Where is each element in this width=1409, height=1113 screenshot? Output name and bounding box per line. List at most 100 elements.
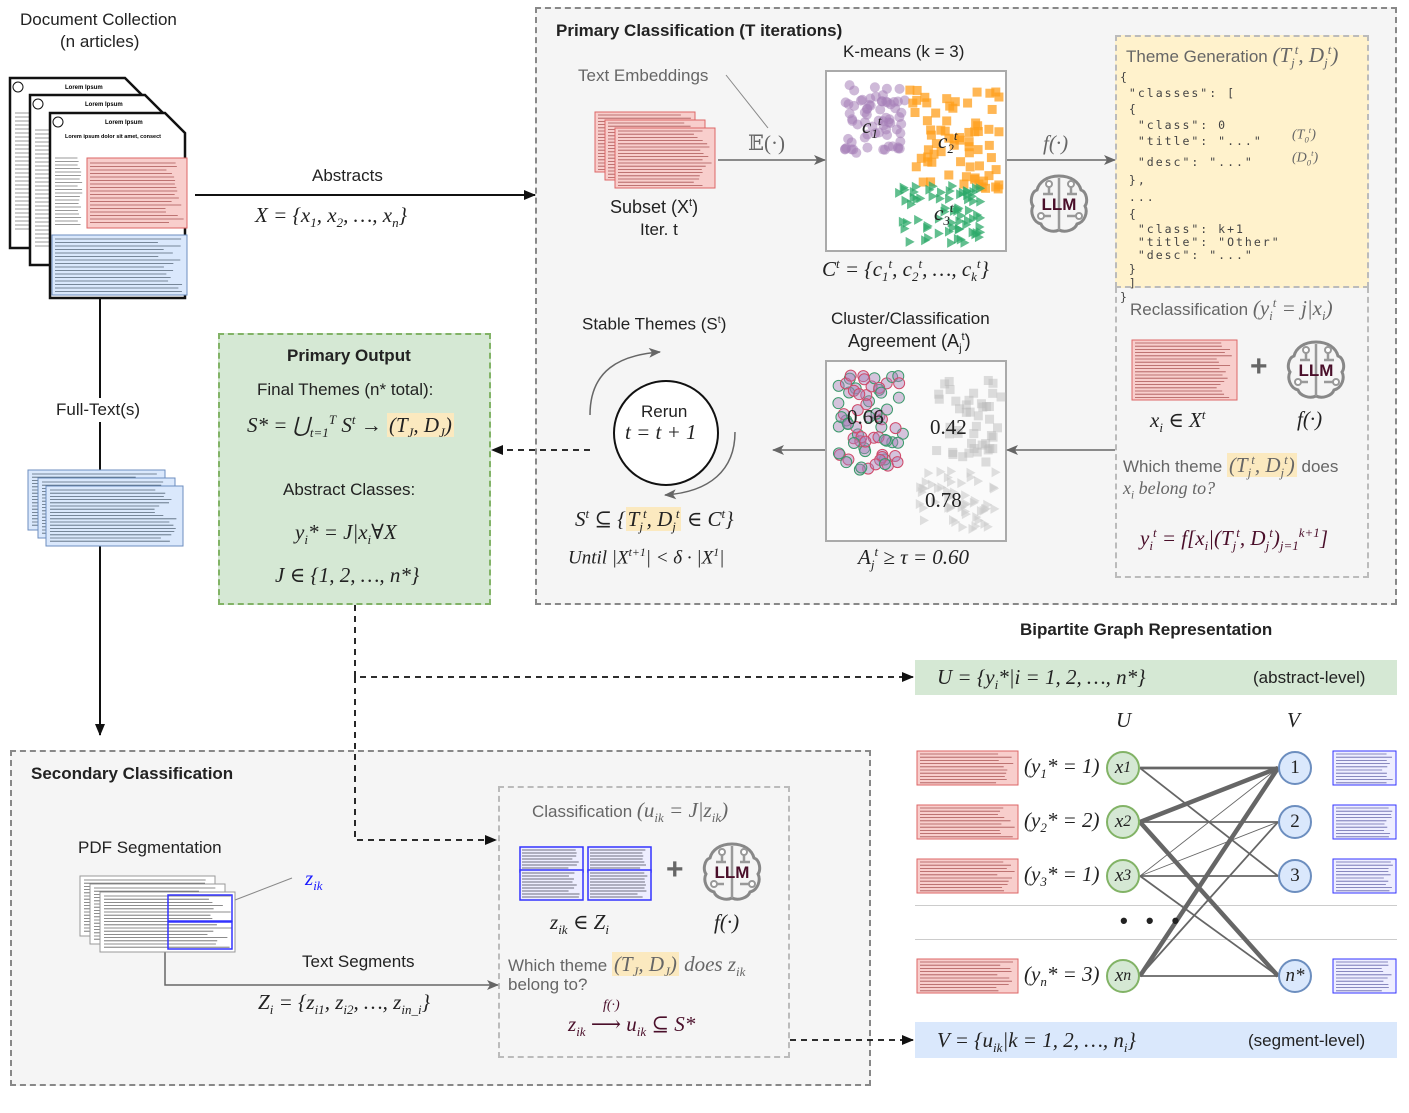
bipartite-edge — [1139, 767, 1279, 877]
agreement-cluster-2-point — [978, 402, 988, 412]
json-line: { — [1120, 70, 1129, 84]
logo-icon — [12, 81, 24, 93]
u-header: U — [1116, 708, 1132, 732]
text-segment — [587, 869, 652, 901]
reclass-abstract — [1131, 339, 1238, 401]
rerun-arrow-top — [589, 347, 661, 416]
collection-title: Document Collection — [20, 10, 177, 29]
cluster-2-point — [956, 157, 966, 167]
segment-box — [167, 894, 233, 922]
plus-sign: + — [666, 853, 684, 886]
agreement-cluster-1-point — [858, 373, 871, 386]
cluster-2-point — [912, 95, 922, 105]
json-line: ... — [1120, 190, 1156, 204]
cluster-2-point — [942, 116, 952, 126]
page-outline — [614, 127, 716, 189]
agreement-cluster-1-point — [872, 431, 885, 444]
cluster-label-2: c2t — [938, 128, 958, 157]
agreement-cluster-1-point — [851, 404, 864, 417]
cluster-1-point — [873, 127, 884, 138]
cluster-3-point — [900, 184, 910, 195]
agreement-cluster-3-point — [919, 515, 929, 526]
plus-sign: + — [1250, 350, 1268, 383]
agreement-cluster-1-point — [844, 369, 857, 382]
agreement-cluster-3-point — [916, 482, 926, 493]
brain-circuit-icon: LLM — [702, 842, 762, 901]
agreement-cluster-1-point — [879, 433, 892, 446]
row-segment-doc — [1332, 958, 1397, 994]
agreement-cluster-2-point — [983, 375, 993, 385]
cluster-2-point — [926, 130, 936, 140]
json-line: "title": "Other" — [1120, 235, 1281, 249]
agreement-cluster-1-point — [847, 437, 860, 450]
cluster-2-point — [911, 162, 921, 172]
cluster-3-point — [934, 213, 944, 224]
cluster-2-point — [949, 134, 959, 144]
agreement-cluster-1-point — [881, 403, 894, 416]
cluster-1-point — [891, 124, 902, 135]
cluster-1-point — [843, 133, 854, 144]
agreement-cluster-2-point — [988, 388, 998, 398]
cluster-2-point — [981, 183, 991, 193]
stable-themes-title: Stable Themes (St) — [582, 314, 727, 334]
agreement-threshold: Ajt ≥ τ = 0.60 — [858, 544, 970, 573]
cluster-3-point — [947, 217, 957, 228]
agreement-cluster-2-point — [951, 396, 961, 406]
cluster-2-point — [991, 165, 1001, 175]
cluster-2-point — [931, 139, 941, 149]
embedding-function: 𝔼(·) — [748, 131, 785, 155]
row-abstract-doc — [916, 858, 1019, 894]
agreement-cluster-3-point — [927, 479, 937, 490]
cluster-2-point — [955, 133, 965, 143]
logo-icon — [32, 98, 44, 110]
page-outline — [45, 485, 184, 547]
agreement-cluster-2-point — [944, 376, 954, 386]
bipartite-edge — [1139, 821, 1279, 977]
page-header: Lorem Ipsum — [105, 120, 143, 126]
cluster-2-point — [918, 177, 928, 187]
segment-box — [167, 921, 233, 950]
v-set-bar — [915, 1022, 1397, 1058]
rerun-arrow-bottom — [664, 431, 736, 500]
segment-class-title: Classification (uik = J|zik) — [532, 798, 729, 826]
agreement-cluster-1-point — [870, 407, 883, 420]
cluster-1-point — [884, 114, 895, 125]
row-segment-doc — [1332, 858, 1397, 894]
cluster-3-point — [960, 237, 970, 248]
cluster-2-point — [991, 182, 1001, 192]
u-set-bar — [915, 660, 1397, 695]
cluster-3-point — [976, 196, 986, 207]
text-segment — [519, 846, 584, 873]
cluster-3-point — [947, 237, 957, 248]
cluster-3-point — [928, 191, 938, 202]
agreement-cluster-1-point — [878, 458, 891, 471]
cluster-2-point — [984, 140, 994, 150]
cluster-3-point — [941, 203, 951, 214]
agreement-cluster-3-point — [936, 466, 946, 477]
llm-text: LLM — [1042, 195, 1077, 214]
bipartite-edge — [1138, 766, 1280, 978]
agreement-cluster-1-point — [832, 379, 845, 392]
agreement-cluster-3-point — [915, 499, 925, 510]
agreement-cluster-3-point — [961, 490, 971, 501]
until-condition: Until |Xt+1| < δ · |X1| — [568, 546, 725, 569]
agreement-cluster-2-point — [996, 392, 1006, 402]
agreement-cluster-1-point — [859, 445, 872, 458]
cluster-3-point — [901, 195, 911, 206]
agreement-cluster-1-point — [892, 436, 905, 449]
agreement-cluster-1-point — [853, 388, 866, 401]
cluster-1-point — [892, 96, 903, 107]
agreement-cluster-3-point — [931, 497, 941, 508]
cluster-2-point — [949, 140, 959, 150]
cluster-1-point — [869, 82, 880, 93]
json-line: ] — [1120, 276, 1138, 290]
json-line: { — [1120, 102, 1138, 116]
agreement-cluster-2-point — [988, 444, 998, 454]
cluster-1-point — [844, 80, 855, 91]
cluster-3-point — [975, 221, 985, 232]
cluster-2-point — [964, 142, 974, 152]
cluster-label-1: c1t — [862, 113, 882, 142]
agreement-cluster-2-point — [965, 407, 975, 417]
